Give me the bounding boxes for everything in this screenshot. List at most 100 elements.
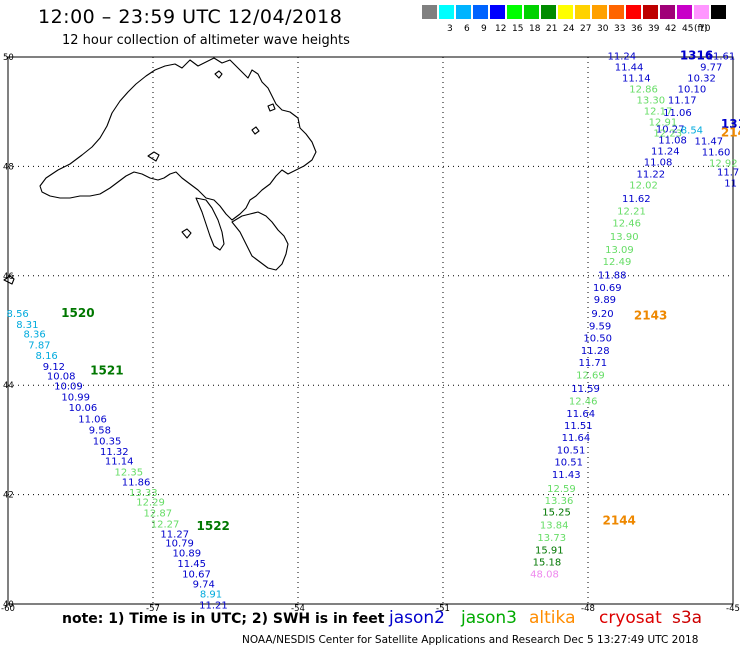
swh-value: 11.64 [566,409,595,420]
lat-lon-grid [8,57,733,604]
swh-value: 13.73 [537,533,566,544]
scale-swatch [456,5,471,19]
coast-islet-2 [181,228,192,239]
longitude-axis: -60 -57 -54 -51 -48 -45 [1,604,740,614]
coast-islet-3 [251,126,260,135]
scale-swatch [592,5,607,19]
swh-value: 9.74 [193,580,215,591]
swh-values: 8.568.318.367.878.169.1210.0810.0910.991… [7,52,740,612]
scale-label: 6 [464,24,470,34]
plot-frame [7,56,734,605]
swh-value: 11.27 [160,529,189,540]
legend-item-s3a: s3a [672,608,703,628]
swh-value: 13.36 [545,496,574,507]
swh-value: 11.32 [100,447,129,458]
swh-value: 12.92 [709,158,738,169]
footnote: note: 1) Time is in UTC; 2) SWH is in fe… [62,611,385,627]
x-tick-label: -48 [581,604,595,614]
swh-value: 12.29 [136,498,165,509]
swh-value: 15.25 [542,507,571,518]
swh-value: 15.91 [535,546,564,557]
swh-value: 11.17 [668,95,697,106]
scale-swatch [541,5,556,19]
x-tick-label: -60 [1,604,15,614]
swh-value: 12.46 [569,396,598,407]
scale-swatch [507,5,522,19]
pass-number: 1522 [197,519,230,533]
burin-peninsula [195,197,225,251]
scale-label: 12 [495,24,507,34]
swh-value: 11.06 [663,108,692,119]
swh-value: 11.60 [702,147,731,158]
scale-swatch [677,5,692,19]
scale-label: 45 [682,24,694,34]
swh-value: 9.20 [591,309,613,320]
scale-label: 9 [481,24,487,34]
coast-islet-6 [214,70,223,79]
scale-label: 70 [699,24,711,34]
y-tick-label: 50 [3,53,14,63]
scale-label: 30 [597,24,609,34]
y-tick-label: 44 [3,381,14,391]
credit-line: NOAA/NESDIS Center for Satellite Applica… [242,634,699,646]
scale-label: 3 [447,24,453,34]
swh-value: 12.86 [629,85,658,96]
swh-value: 10.51 [554,458,583,469]
swh-value: 13.30 [637,95,666,106]
coast-islet-1 [147,151,160,162]
swh-value: 11.64 [562,433,591,444]
swh-value: 8.16 [36,351,58,362]
swh-value: 9.58 [89,425,111,436]
swh-value: 10.08 [47,372,76,383]
swh-value: 11.06 [78,414,107,425]
swh-value: 11.51 [564,421,593,432]
chart-subtitle: 12 hour collection of altimeter wave hei… [62,33,350,48]
swh-value: 10.10 [678,85,707,96]
x-tick-label: -54 [291,604,305,614]
swh-value: 13.33 [129,488,158,499]
scale-swatch [694,5,709,19]
frame-border [7,56,734,605]
y-tick-label: 46 [3,272,14,282]
swh-value: 13.84 [540,521,569,532]
swh-value: 12.23 [653,128,682,139]
legend-item-jason2: jason2 [389,608,445,628]
swh-value: 11.21 [199,600,228,611]
scale-label: 15 [512,24,524,34]
swh-value: 12.02 [629,180,658,191]
chart-title: 12:00 – 23:59 UTC 12/04/2018 [38,6,343,28]
swh-value: 13.90 [610,232,639,243]
swh-value: 7.87 [28,341,50,352]
swh-value: 10.89 [173,548,202,559]
swh-value: 12.91 [649,117,678,128]
swh-value: 10.50 [583,333,612,344]
scale-label: 36 [631,24,643,34]
swh-value: 8.36 [23,330,45,341]
newfoundland-coastline [3,57,317,285]
swh-value: 11.22 [637,169,666,180]
scale-swatch [422,5,437,19]
swh-value: 13.09 [605,245,634,256]
scale-label: 21 [546,24,558,34]
swh-value: 10.35 [93,436,122,447]
pass-number: 2142 [721,125,740,139]
newfoundland-island [39,57,317,221]
swh-value: 11.86 [122,477,151,488]
swh-value: 11.14 [622,74,651,85]
swh-value: 10.99 [61,393,90,404]
swh-value: 11.71 [579,358,608,369]
scale-swatch [626,5,641,19]
scale-label: 18 [529,24,541,34]
pass-number: 1316 [680,49,713,63]
pass-number: 1520 [61,306,94,320]
scale-label: 42 [665,24,677,34]
pass-numbers: 1520 1521 1522 1316 1312142 2143 2144 [61,49,740,533]
legend-item-jason3: jason3 [461,608,517,628]
swh-value: 12.49 [603,257,632,268]
swh-value: 11.61 [707,52,736,63]
latitude-axis: 50 48 46 44 42 40 [3,53,14,610]
swh-value: 9.77 [700,63,722,74]
scale-swatch [439,5,454,19]
swh-value: 11 [724,179,737,190]
